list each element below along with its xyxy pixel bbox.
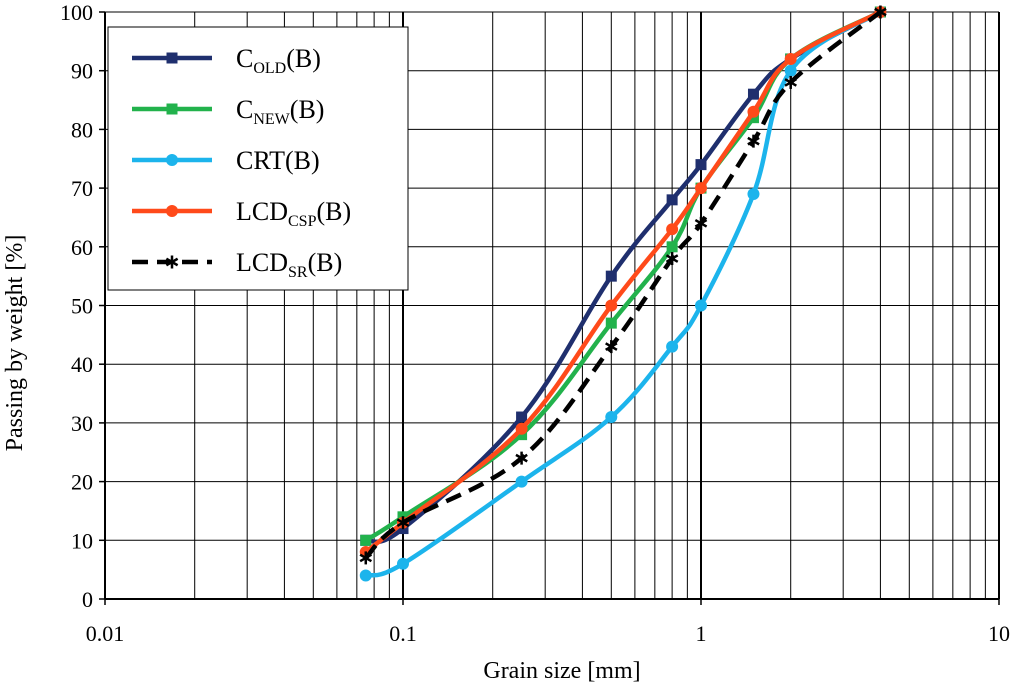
data-point-crt: [747, 187, 760, 200]
data-point-lcdsr: [605, 340, 618, 354]
data-point-crt: [515, 475, 528, 488]
x-tick-label: 0.01: [86, 621, 125, 646]
data-point-lcdsr: [359, 551, 373, 565]
data-point-crt: [166, 154, 178, 166]
y-tick-label: 0: [82, 587, 93, 612]
data-point-cold: [166, 52, 178, 64]
series-lines: [359, 5, 887, 582]
data-point-cnew: [666, 241, 678, 253]
y-tick-label: 10: [71, 528, 93, 553]
y-tick-label: 30: [71, 411, 93, 436]
legend-label-lcdsr: LCDSR(B): [236, 248, 342, 281]
y-tick-label: 20: [71, 470, 93, 495]
data-point-lcdsr: [747, 134, 760, 148]
legend-label-cnew: CNEW(B): [236, 95, 324, 128]
data-point-lcdcsp: [747, 105, 760, 118]
data-point-lcdsr: [784, 75, 797, 89]
axes: [99, 11, 1000, 605]
data-point-lcdcsp: [784, 52, 797, 65]
legend-label-lcdcsp: LCDCSP(B): [236, 197, 351, 230]
x-tick-label: 0.1: [389, 621, 417, 646]
data-point-cnew: [166, 103, 178, 115]
data-point-cold: [516, 411, 528, 423]
data-point-cnew: [605, 317, 617, 329]
y-tick-label: 70: [71, 176, 93, 201]
data-point-cnew: [360, 534, 372, 546]
data-point-lcdsr: [515, 451, 528, 465]
series-line-lcdcsp: [364, 10, 882, 554]
y-axis-title: Passing by weight [%]: [2, 235, 28, 452]
x-tick-label: 1: [696, 621, 707, 646]
legend-label-crt: CRT(B): [236, 146, 320, 175]
data-point-cold: [747, 88, 759, 100]
data-point-cold: [695, 159, 707, 171]
x-axis-title: Grain size [mm]: [483, 658, 640, 684]
data-point-crt: [784, 64, 797, 77]
data-point-crt: [605, 411, 618, 424]
data-point-lcdsr: [396, 516, 410, 530]
x-tick-label: 10: [988, 621, 1010, 646]
legend: COLD(B) CNEW(B) CRT(B) LCDCSP(B) LCDSR(B): [107, 26, 409, 291]
data-point-lcdsr: [694, 216, 708, 230]
y-tick-label: 100: [60, 0, 93, 25]
y-tick-label: 80: [71, 117, 93, 142]
data-point-lcdcsp: [166, 205, 178, 217]
y-tick-label: 90: [71, 59, 93, 84]
y-tick-label: 60: [71, 235, 93, 260]
data-point-cold: [605, 270, 617, 282]
data-point-lcdsr: [665, 252, 679, 266]
data-point-lcdsr: [165, 255, 179, 269]
legend-label-cold: COLD(B): [236, 44, 321, 77]
data-point-lcdcsp: [666, 223, 679, 236]
series-line-lcdsr: [364, 10, 882, 560]
data-point-lcdsr: [874, 5, 887, 19]
data-point-crt: [666, 340, 679, 353]
y-tick-label: 50: [71, 294, 93, 319]
data-point-crt: [359, 569, 372, 582]
data-point-lcdcsp: [605, 299, 618, 312]
data-point-cold: [666, 194, 678, 206]
data-point-crt: [397, 557, 409, 570]
data-point-lcdcsp: [515, 422, 528, 435]
data-point-crt: [695, 299, 707, 312]
data-point-lcdcsp: [695, 182, 707, 195]
y-tick-label: 40: [71, 352, 93, 377]
